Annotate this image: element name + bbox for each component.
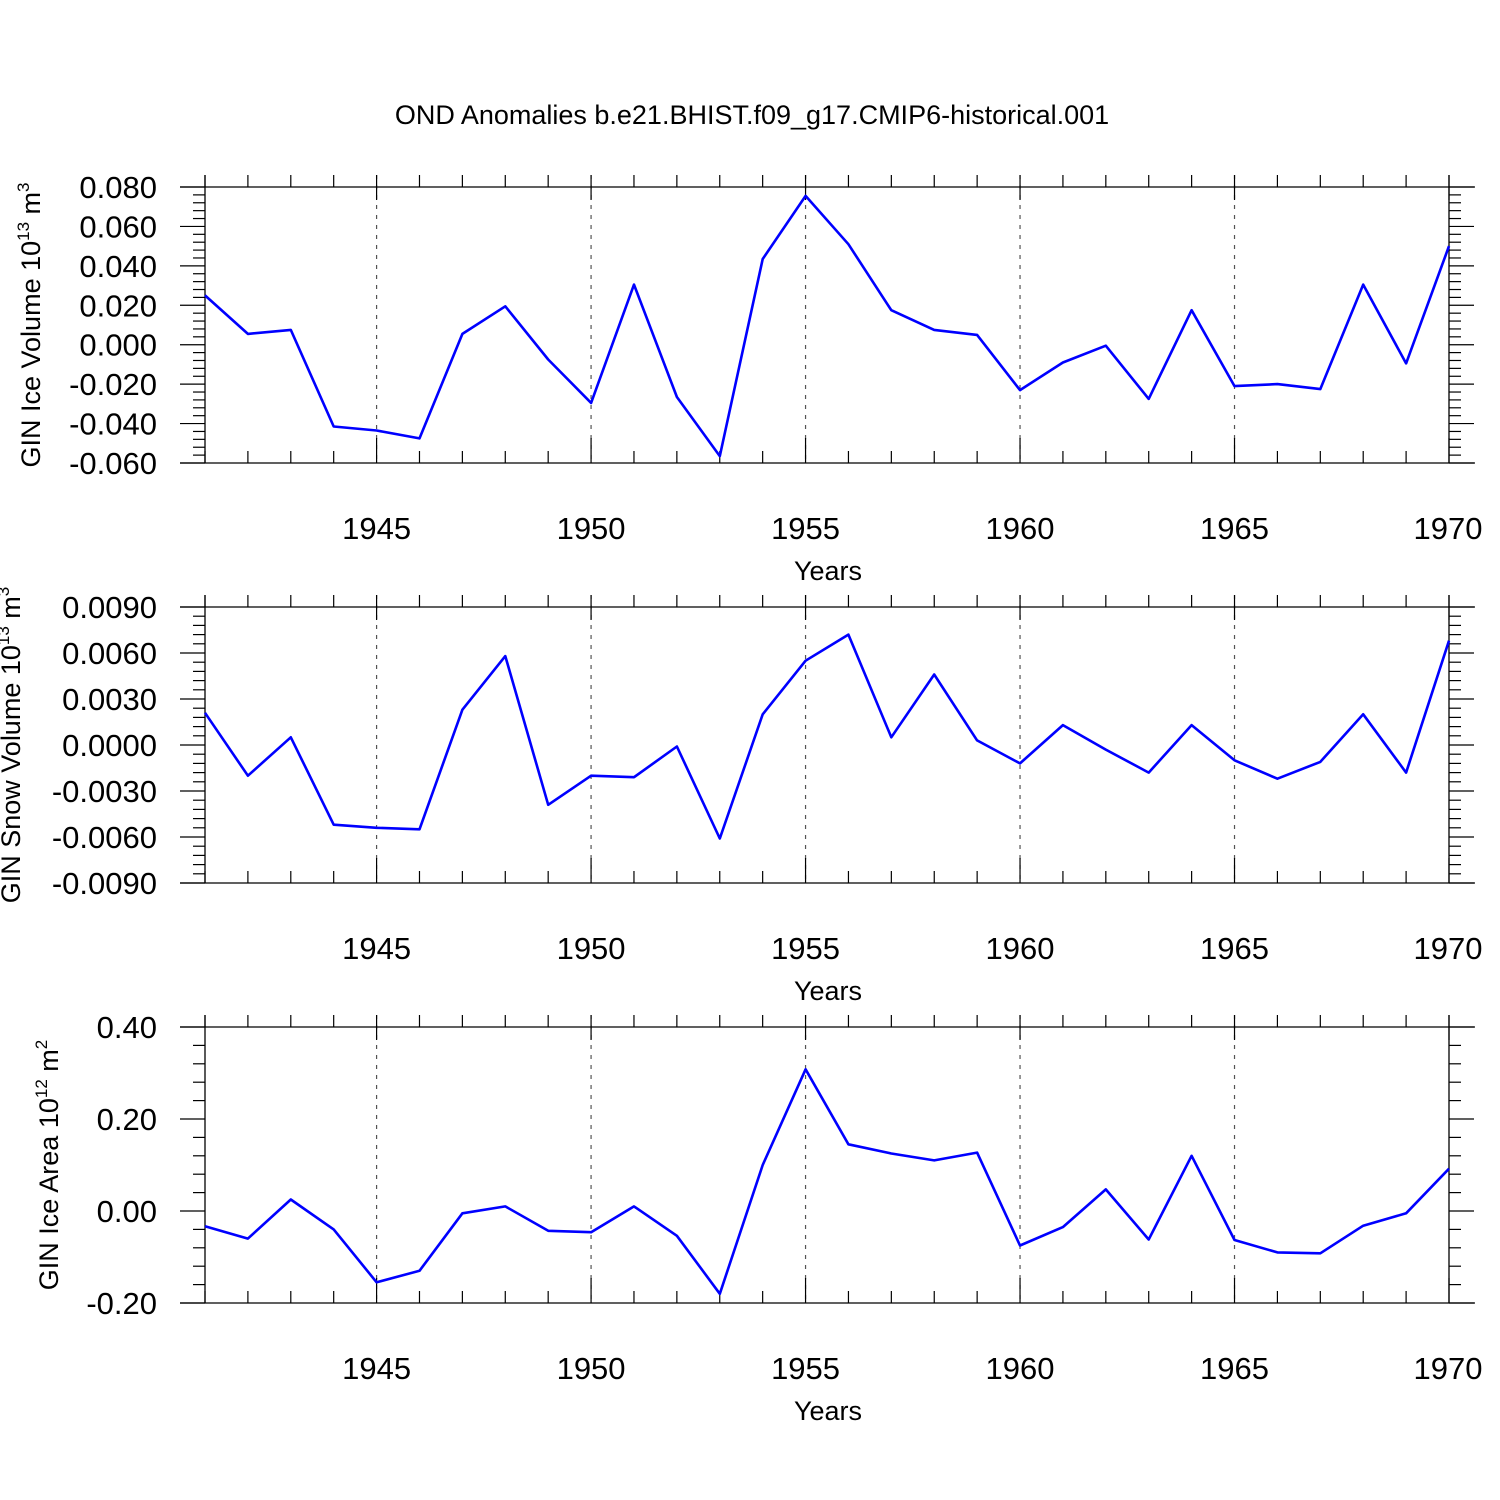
figure-title: OND Anomalies b.e21.BHIST.f09_g17.CMIP6-… [395,100,1109,130]
y-tick-label: -0.0090 [52,866,157,901]
y-tick-label: 0.060 [79,209,157,244]
x-tick-label: 1955 [771,931,840,966]
plot-frame [180,595,1475,884]
x-axis-label: Years [794,1396,862,1426]
series-line-2 [203,633,1451,840]
x-tick-label: 1945 [342,1351,411,1386]
x-tick-label: 1960 [986,1351,1055,1386]
y-tick-label: 0.0090 [62,590,157,625]
panel-2: 0.0090 0.0060 0.0030 0.0000 -0.0030 -0.0060 -0… [0,587,1482,1006]
y-axis-label: GIN Ice Volume 1013 m3 [14,182,46,467]
x-tick-label: 1950 [557,511,626,546]
x-tick-label: 1970 [1414,511,1483,546]
x-tick-label: 1970 [1414,931,1483,966]
x-tick-label: 1965 [1200,1351,1269,1386]
y-tick-label: -0.20 [86,1286,157,1321]
y-tick-label: 0.00 [97,1194,157,1229]
y-tick-label: 0.040 [79,249,157,284]
y-tick-label: -0.060 [69,446,157,481]
x-tick-label: 1965 [1200,511,1269,546]
y-tick-label: -0.040 [69,407,157,442]
plot-frame [180,175,1475,464]
y-tick-label: 0.0000 [62,728,157,763]
y-tick-label: 0.080 [79,170,157,205]
y-tick-label: -0.020 [69,367,157,402]
y-tick-label: -0.0060 [52,820,157,855]
y-tick-label: 0.0030 [62,682,157,717]
panel-1: 0.080 0.060 0.040 0.020 0.000 -0.020 -0.040 -0.… [14,170,1482,586]
y-axis-label: GIN Snow Volume 1013 m3 [0,587,26,904]
x-tick-label: 1955 [771,1351,840,1386]
y-tick-label: -0.0030 [52,774,157,809]
y-tick-label: 0.000 [79,328,157,363]
panel-3: 0.40 0.20 0.00 -0.20 1945 1950 1955 1960 1965 197… [32,1010,1482,1426]
y-tick-label: 0.0060 [62,636,157,671]
x-tick-label: 1955 [771,511,840,546]
y-tick-label: 0.020 [79,288,157,323]
x-tick-label: 1960 [986,931,1055,966]
x-tick-label: 1970 [1414,1351,1483,1386]
series-line-3 [204,1068,1450,1296]
plot-frame [180,1015,1475,1304]
x-tick-label: 1960 [986,511,1055,546]
x-axis-label: Years [794,976,862,1006]
y-axis-label: GIN Ice Area 1012 m2 [32,1040,64,1291]
x-tick-label: 1965 [1200,931,1269,966]
x-tick-label: 1945 [342,931,411,966]
x-tick-label: 1945 [342,511,411,546]
x-axis-label: Years [794,556,862,586]
y-tick-label: 0.40 [97,1010,157,1045]
y-tick-label: 0.20 [97,1102,157,1137]
x-tick-label: 1950 [557,931,626,966]
series-line-1 [204,194,1451,458]
x-tick-label: 1950 [557,1351,626,1386]
